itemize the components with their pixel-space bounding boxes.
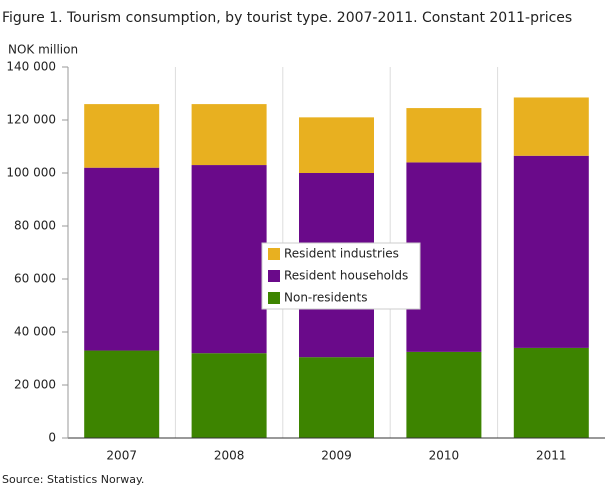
bar-segment bbox=[513, 155, 589, 348]
bar-segment bbox=[299, 117, 374, 173]
bar-segment bbox=[513, 347, 589, 438]
legend-swatch bbox=[268, 292, 280, 304]
y-tick-label: 80 000 bbox=[14, 219, 56, 233]
bar-segment bbox=[406, 351, 482, 438]
chart-title: Figure 1. Tourism consumption, by touris… bbox=[2, 10, 572, 26]
y-tick-label: 100 000 bbox=[6, 166, 56, 180]
bar-segment bbox=[191, 165, 267, 354]
x-tick-label: 2010 bbox=[429, 449, 460, 463]
y-tick-label: 20 000 bbox=[14, 378, 56, 392]
bar-segment bbox=[191, 104, 267, 166]
y-tick-label: 40 000 bbox=[14, 325, 56, 339]
bar-segment bbox=[84, 350, 160, 438]
x-tick-label: 2007 bbox=[106, 449, 137, 463]
y-axis-label: NOK million bbox=[8, 43, 78, 57]
x-tick-label: 2008 bbox=[214, 449, 245, 463]
bar-segment bbox=[191, 353, 267, 438]
bar-segment bbox=[84, 104, 160, 168]
source: Source: Statistics Norway. bbox=[2, 473, 144, 486]
legend-label: Non-residents bbox=[284, 291, 367, 305]
bar-segment bbox=[406, 108, 482, 163]
legend-box bbox=[261, 242, 421, 310]
bar-segment bbox=[513, 97, 589, 156]
y-tick-label: 0 bbox=[48, 431, 56, 445]
x-tick-label: 2011 bbox=[536, 449, 567, 463]
bar-segment bbox=[84, 167, 160, 351]
legend-label: Resident industries bbox=[284, 247, 399, 261]
bar-segment bbox=[299, 357, 374, 438]
legend-swatch bbox=[268, 270, 280, 282]
y-tick-label: 60 000 bbox=[14, 272, 56, 286]
y-tick-label: 140 000 bbox=[6, 60, 56, 74]
x-tick-label: 2009 bbox=[321, 449, 352, 463]
y-tick-label: 120 000 bbox=[6, 113, 56, 127]
legend-swatch bbox=[268, 248, 280, 260]
legend-label: Resident households bbox=[284, 269, 408, 283]
